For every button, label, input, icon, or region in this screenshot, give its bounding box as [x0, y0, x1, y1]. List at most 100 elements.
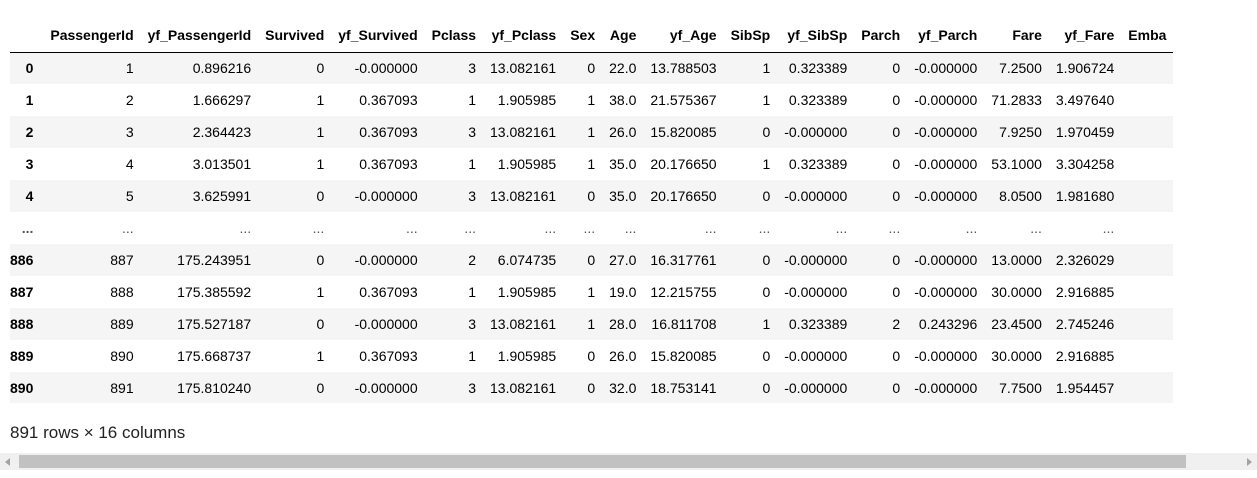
table-cell: ...	[239, 220, 252, 236]
table-cell: 0	[762, 380, 771, 396]
scrollbar-thumb[interactable]	[19, 455, 1186, 468]
table-cell	[1121, 148, 1173, 180]
header-row: PassengerId yf_PassengerId Survived yf_Surv…	[10, 18, 1174, 52]
table-cell: 35.0	[609, 156, 637, 172]
table-cell: 7.2500	[999, 60, 1042, 77]
table-cell: 1	[125, 60, 134, 77]
table-cell: 0	[892, 60, 901, 77]
column-header: SibSp	[730, 26, 771, 43]
table-cell: -0.000000	[354, 60, 418, 77]
table-cell: 4	[125, 156, 134, 172]
scroll-left-button[interactable]	[0, 453, 17, 470]
table-cell: 16.317761	[650, 252, 717, 268]
table-cell: 26.0	[609, 124, 637, 140]
table-cell: 13.788503	[650, 60, 717, 77]
table-cell: 16.811708	[651, 316, 717, 332]
table-cell: 0.367093	[359, 156, 418, 172]
table-header: PassengerId yf_PassengerId Survived yf_Surv…	[10, 18, 1174, 52]
table-cell: 1	[587, 284, 596, 300]
table-cell: 0	[892, 252, 901, 268]
table-cell: 2.916885	[1055, 284, 1115, 300]
table-cell: 0	[316, 252, 325, 268]
table-cell: 5	[125, 188, 134, 204]
table-cell	[1121, 116, 1173, 148]
table-cell: 18.753141	[650, 380, 717, 396]
table-cell: 23.4500	[991, 316, 1042, 332]
table-cell: 0	[892, 92, 901, 108]
table-cell: 1	[468, 284, 477, 300]
table-cell: 22.0	[609, 60, 637, 77]
table-cell: ...	[583, 220, 596, 236]
table-cell: 26.0	[609, 348, 637, 364]
table-cell: 175.385592	[177, 284, 252, 300]
table-cell: 0	[587, 348, 596, 364]
table-cell: 35.0	[609, 188, 637, 204]
table-cell: -0.000000	[914, 380, 978, 396]
shape-summary: 891 rows × 16 columns	[10, 423, 186, 442]
table-cell: ...	[835, 220, 848, 236]
table-cell: 3	[468, 380, 477, 396]
table-cell: 0.243296	[918, 316, 978, 332]
table-cell: 1	[468, 92, 477, 108]
table-cell: 0	[316, 316, 325, 332]
table-cell: 0	[892, 348, 901, 364]
table-cell: -0.000000	[784, 188, 848, 204]
table-cell: ...	[704, 220, 717, 236]
table-cell: 53.1000	[991, 156, 1042, 172]
table-row: 888 889 175.527187 0 -0.000000 3 13.082161 1 28.…	[10, 308, 1174, 340]
row-index: 4	[25, 188, 34, 204]
table-cell: 13.082161	[490, 380, 557, 396]
table-cell: 1	[316, 156, 325, 172]
table-cell: 0	[762, 284, 771, 300]
table-cell: 1	[587, 124, 596, 140]
table-cell: 3.625991	[192, 188, 252, 204]
table-cell: 30.0000	[991, 348, 1042, 364]
table-cell: 15.820085	[650, 124, 717, 140]
table-cell: 1.981680	[1055, 188, 1115, 204]
table-cell: 1.954457	[1055, 380, 1115, 396]
table-row: 890 891 175.810240 0 -0.000000 3 13.082161 0 32.…	[10, 372, 1174, 403]
table-cell: -0.000000	[914, 156, 978, 172]
table-cell: 0.323389	[788, 316, 848, 332]
column-header: Survived	[265, 26, 325, 43]
table-cell: 1	[762, 316, 771, 332]
table-cell: 13.082161	[490, 60, 557, 77]
table-cell: 13.082161	[490, 124, 557, 140]
table-cell: 0	[316, 380, 325, 396]
row-index: 890	[10, 380, 34, 396]
table-cell: 175.527187	[177, 316, 252, 332]
table-cell: 1	[762, 60, 771, 77]
column-header: yf_Pclass	[491, 26, 557, 43]
ellipsis-row: ........................................…	[10, 212, 1173, 244]
table-cell: 2.364423	[192, 124, 252, 140]
table-cell: 1	[316, 92, 325, 108]
table-cell: 175.243951	[177, 252, 252, 268]
table-cell: 175.810240	[177, 380, 252, 396]
dataframe-viewport: PassengerId yf_PassengerId Survived yf_Surv…	[10, 18, 1247, 403]
table-cell: 1.666297	[192, 92, 252, 108]
column-header: yf_Survived	[338, 26, 418, 43]
table-cell: 0	[587, 252, 596, 268]
table-cell: 20.176650	[650, 188, 717, 204]
table-cell: ...	[1102, 220, 1115, 236]
table-cell: 71.2833	[991, 92, 1042, 108]
table-cell: 0	[892, 284, 901, 300]
table-cell: 0	[316, 188, 325, 204]
table-cell: 0	[892, 380, 901, 396]
table-cell: 0	[762, 188, 771, 204]
table-cell: 1	[316, 284, 325, 300]
table-cell	[1121, 84, 1173, 116]
table-cell: -0.000000	[914, 92, 978, 108]
table-cell: 3	[468, 60, 477, 77]
chevron-left-icon	[5, 458, 10, 466]
table-cell: 0	[762, 124, 771, 140]
table-cell: -0.000000	[784, 124, 848, 140]
table-cell	[1121, 52, 1173, 84]
horizontal-scrollbar[interactable]	[0, 453, 1257, 470]
table-cell: 0.323389	[788, 92, 848, 108]
table-cell: 889	[110, 316, 134, 332]
table-cell: -0.000000	[784, 348, 848, 364]
row-index: 887	[10, 284, 34, 300]
scroll-right-button[interactable]	[1240, 453, 1257, 470]
table-cell: 0	[892, 124, 901, 140]
